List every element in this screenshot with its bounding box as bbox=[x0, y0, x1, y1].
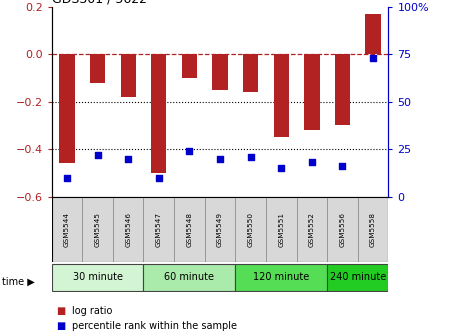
Point bbox=[155, 175, 163, 180]
Bar bbox=[304, 54, 320, 130]
Bar bbox=[113, 197, 144, 262]
Bar bbox=[335, 54, 350, 125]
Text: GSM5551: GSM5551 bbox=[278, 212, 284, 247]
Bar bbox=[243, 54, 258, 92]
Bar bbox=[205, 197, 235, 262]
Text: GSM5549: GSM5549 bbox=[217, 212, 223, 247]
Text: time ▶: time ▶ bbox=[2, 277, 35, 287]
Bar bbox=[52, 263, 144, 291]
Bar bbox=[174, 197, 205, 262]
Point bbox=[124, 156, 132, 161]
Point bbox=[216, 156, 224, 161]
Bar bbox=[212, 54, 228, 90]
Text: GSM5545: GSM5545 bbox=[95, 212, 101, 247]
Bar bbox=[182, 54, 197, 78]
Text: GSM5552: GSM5552 bbox=[309, 212, 315, 247]
Text: 240 minute: 240 minute bbox=[330, 272, 386, 282]
Text: ■: ■ bbox=[56, 321, 66, 331]
Text: GSM5558: GSM5558 bbox=[370, 212, 376, 247]
Bar bbox=[144, 263, 235, 291]
Bar bbox=[365, 14, 381, 54]
Bar bbox=[235, 197, 266, 262]
Point bbox=[94, 152, 101, 158]
Text: GSM5547: GSM5547 bbox=[156, 212, 162, 247]
Text: GDS301 / 5622: GDS301 / 5622 bbox=[52, 0, 147, 6]
Bar bbox=[59, 54, 75, 163]
Bar bbox=[358, 197, 388, 262]
Text: GSM5546: GSM5546 bbox=[125, 212, 131, 247]
Point bbox=[308, 160, 316, 165]
Bar bbox=[327, 197, 358, 262]
Bar bbox=[82, 197, 113, 262]
Bar bbox=[144, 197, 174, 262]
Text: ■: ■ bbox=[56, 306, 66, 316]
Text: percentile rank within the sample: percentile rank within the sample bbox=[72, 321, 237, 331]
Point bbox=[247, 154, 254, 159]
Bar bbox=[52, 197, 82, 262]
Point bbox=[370, 55, 377, 61]
Bar bbox=[90, 54, 105, 83]
Bar bbox=[296, 197, 327, 262]
Text: log ratio: log ratio bbox=[72, 306, 112, 316]
Point bbox=[277, 165, 285, 171]
Bar bbox=[235, 263, 327, 291]
Text: 120 minute: 120 minute bbox=[253, 272, 309, 282]
Text: 30 minute: 30 minute bbox=[73, 272, 123, 282]
Point bbox=[63, 175, 70, 180]
Text: GSM5548: GSM5548 bbox=[186, 212, 192, 247]
Text: GSM5544: GSM5544 bbox=[64, 212, 70, 247]
Bar bbox=[151, 54, 167, 173]
Bar bbox=[120, 54, 136, 97]
Bar bbox=[327, 263, 388, 291]
Text: 60 minute: 60 minute bbox=[164, 272, 214, 282]
Text: GSM5556: GSM5556 bbox=[339, 212, 345, 247]
Text: GSM5550: GSM5550 bbox=[248, 212, 254, 247]
Point bbox=[339, 164, 346, 169]
Bar bbox=[273, 54, 289, 137]
Point bbox=[186, 148, 193, 154]
Bar bbox=[266, 197, 296, 262]
